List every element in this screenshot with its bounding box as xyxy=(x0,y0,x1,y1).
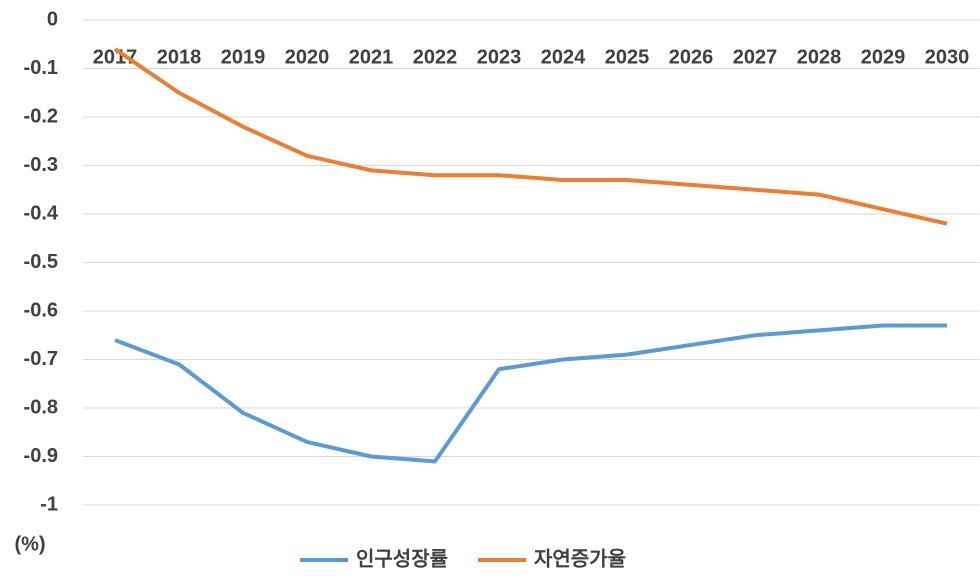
x-tick-label: 2017 xyxy=(93,46,138,68)
series-line xyxy=(113,47,948,226)
y-tick-label: -0.9 xyxy=(24,445,58,467)
x-tick-label: 2026 xyxy=(669,46,714,68)
x-tick-label: 2025 xyxy=(605,46,650,68)
legend-label: 자연증가율 xyxy=(534,547,626,570)
x-tick-label: 2029 xyxy=(861,46,906,68)
y-tick-label: -0.7 xyxy=(24,348,58,370)
y-tick-label: -0.8 xyxy=(24,396,58,418)
y-tick-label: 0 xyxy=(47,8,58,30)
series-line xyxy=(114,323,947,464)
x-tick-label: 2024 xyxy=(541,46,586,68)
x-tick-label: 2030 xyxy=(925,46,970,68)
x-tick-label: 2021 xyxy=(349,46,394,68)
x-tick-label: 2027 xyxy=(733,46,778,68)
y-tick-label: -0.2 xyxy=(24,105,58,127)
x-tick-label: 2020 xyxy=(285,46,330,68)
y-tick-label: -0.3 xyxy=(24,154,58,176)
x-tick-label: 2018 xyxy=(157,46,202,68)
y-axis-label: (%) xyxy=(14,533,45,555)
y-tick-label: -0.6 xyxy=(24,299,58,321)
y-tick-label: -0.5 xyxy=(24,251,58,273)
x-tick-label: 2022 xyxy=(413,46,458,68)
x-tick-label: 2019 xyxy=(221,46,266,68)
y-tick-label: -0.4 xyxy=(24,202,59,224)
x-tick-label: 2028 xyxy=(797,46,842,68)
x-tick-label: 2023 xyxy=(477,46,522,68)
y-tick-label: -0.1 xyxy=(24,57,58,79)
legend-label: 인구성장률 xyxy=(356,547,448,570)
y-tick-label: -1 xyxy=(40,493,58,515)
